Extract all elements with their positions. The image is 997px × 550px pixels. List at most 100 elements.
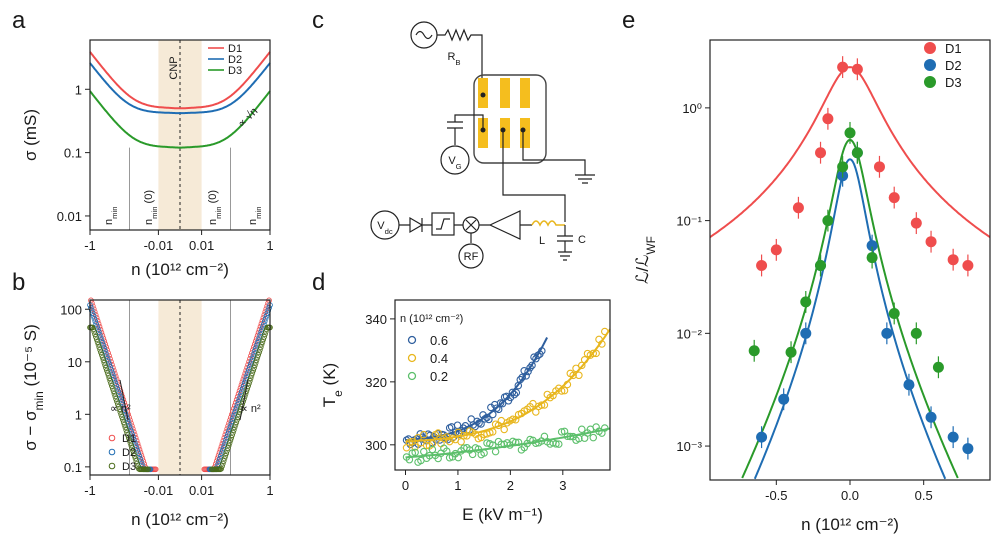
data-point (132, 455, 139, 462)
legend-label: 0.4 (430, 351, 448, 366)
data-point (97, 346, 103, 353)
y-axis-title-main: ℒ/ℒ (633, 255, 652, 284)
panel-letter-a: a (12, 7, 26, 34)
axes-frame (89, 39, 271, 231)
data-point (925, 411, 937, 423)
y-tick-label: 10⁻³ (676, 439, 702, 454)
data-point (500, 425, 508, 434)
data-point (881, 327, 893, 339)
data-point (526, 363, 534, 372)
guide-right (239, 379, 249, 421)
y-tick-label: 100 (60, 302, 82, 317)
data-point (420, 447, 428, 456)
data-point (225, 428, 232, 435)
x-axis-title: n (10¹² cm⁻²) (801, 515, 899, 534)
y-tick-label: 10⁰ (682, 101, 702, 116)
data-point (420, 430, 428, 439)
series-d2 (89, 62, 271, 115)
data-point (135, 463, 141, 470)
vdc-label: Vdc (377, 220, 393, 236)
data-point (114, 401, 121, 407)
fit-line (405, 328, 611, 443)
gate-cap-icon (447, 121, 463, 129)
data-point (250, 353, 257, 360)
sine-icon (415, 30, 433, 40)
data-point (103, 365, 109, 371)
data-point (219, 463, 225, 470)
nmin-label: nmin (0) (143, 190, 159, 225)
y-tick-label: 340 (365, 312, 387, 327)
data-point (110, 375, 117, 381)
data-point (222, 439, 229, 446)
panel-d: d 0 1 2 3 300 320 340 E (kV m⁻¹) Te (K) n (10¹² cm… (312, 269, 611, 524)
chip-frame (473, 74, 547, 164)
y-axis-title: Te (K) (320, 363, 345, 407)
data-point (120, 416, 126, 423)
vg-label: VG (448, 155, 461, 171)
data-point (575, 371, 583, 380)
data-point (105, 372, 112, 379)
probe-dot (480, 92, 486, 98)
data-point (130, 450, 137, 457)
data-point (815, 259, 827, 271)
data-point (136, 465, 142, 472)
gate-wire (454, 114, 484, 130)
y-tick-label: 10 (68, 355, 82, 370)
data-point (220, 445, 227, 451)
data-point (492, 404, 501, 412)
data-point (491, 447, 500, 456)
data-point (910, 217, 922, 229)
filter-icon (431, 212, 455, 236)
data-point (261, 321, 267, 327)
data-point (130, 434, 136, 440)
y-tick-label: 300 (365, 438, 387, 453)
data-point (243, 375, 250, 381)
data-point (770, 244, 782, 256)
data-point (127, 440, 134, 446)
data-point (228, 434, 235, 441)
contact-pad (520, 118, 530, 148)
data-point (226, 426, 233, 432)
amplifier-icon (479, 210, 532, 240)
guide-left (119, 379, 129, 421)
data-point (129, 445, 135, 451)
data-point (498, 399, 507, 408)
legend-label: D1 (945, 41, 962, 56)
legend-label: D1 (228, 43, 242, 55)
legend-marker (407, 335, 417, 345)
data-point (112, 380, 119, 387)
data-point (248, 372, 255, 379)
data-point (134, 460, 140, 467)
data-point (125, 434, 132, 441)
data-point (903, 379, 915, 391)
data-point (866, 252, 878, 264)
data-point (233, 419, 240, 426)
data-point (792, 202, 804, 214)
panel-b: b -1 -0.01 0.01 1 0.1 1 10 100 n (10¹² cm⁻²) σ − σ… (12, 269, 274, 529)
data-point (128, 442, 135, 449)
data-point (454, 453, 462, 462)
data-point (224, 434, 230, 440)
data-point (116, 406, 123, 413)
x-tick-label: 0.0 (841, 488, 859, 503)
legend-marker (108, 434, 116, 442)
data-point (251, 365, 257, 371)
panel-letter-e: e (622, 7, 635, 34)
data-point (124, 429, 130, 436)
y-tick-label: 0.1 (64, 146, 82, 161)
rb-label: RB (447, 51, 460, 67)
legend-label: D2 (945, 58, 962, 73)
x-tick-label: -0.01 (144, 483, 174, 498)
data-point (131, 439, 138, 446)
data-point (133, 445, 140, 451)
nmin-label-sub: min (213, 206, 222, 218)
data-point (560, 386, 569, 395)
data-point (231, 424, 238, 431)
data-point (837, 61, 849, 73)
data-point (888, 307, 900, 319)
data-point (247, 364, 253, 370)
nmin-label-unit: (0) (207, 190, 219, 207)
data-point (132, 442, 139, 449)
filter-symbol (436, 218, 450, 230)
x-tick-label: 0.01 (189, 483, 214, 498)
